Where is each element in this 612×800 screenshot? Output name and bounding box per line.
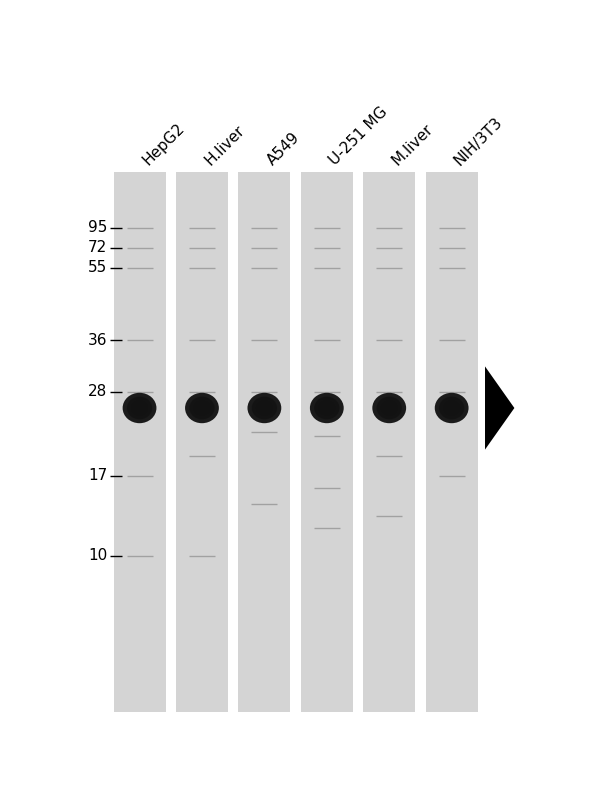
- Ellipse shape: [372, 393, 406, 423]
- Polygon shape: [485, 366, 514, 450]
- Ellipse shape: [314, 397, 340, 419]
- Text: 36: 36: [88, 333, 107, 347]
- Ellipse shape: [310, 393, 344, 423]
- Bar: [301, 172, 353, 712]
- Ellipse shape: [189, 397, 215, 419]
- Ellipse shape: [439, 397, 465, 419]
- Text: A549: A549: [264, 130, 303, 168]
- Bar: [114, 172, 165, 712]
- Ellipse shape: [376, 397, 402, 419]
- Ellipse shape: [127, 397, 152, 419]
- Text: 10: 10: [88, 549, 107, 563]
- Text: NIH/3T3: NIH/3T3: [452, 114, 506, 168]
- Ellipse shape: [252, 397, 277, 419]
- Ellipse shape: [443, 400, 460, 416]
- Text: 72: 72: [88, 241, 107, 255]
- Bar: [176, 172, 228, 712]
- Text: 55: 55: [88, 261, 107, 275]
- Bar: [364, 172, 416, 712]
- Ellipse shape: [185, 393, 219, 423]
- Ellipse shape: [122, 393, 157, 423]
- Text: 95: 95: [88, 221, 107, 235]
- Ellipse shape: [247, 393, 282, 423]
- Ellipse shape: [193, 400, 211, 416]
- Text: 28: 28: [88, 385, 107, 399]
- Text: U-251 MG: U-251 MG: [327, 104, 391, 168]
- Text: M.liver: M.liver: [389, 121, 436, 168]
- Bar: [426, 172, 477, 712]
- Text: HepG2: HepG2: [140, 121, 187, 168]
- Text: H.liver: H.liver: [202, 122, 248, 168]
- Ellipse shape: [381, 400, 398, 416]
- Ellipse shape: [131, 400, 148, 416]
- Ellipse shape: [256, 400, 273, 416]
- Text: 17: 17: [88, 469, 107, 483]
- Ellipse shape: [435, 393, 469, 423]
- Bar: [239, 172, 291, 712]
- Ellipse shape: [318, 400, 335, 416]
